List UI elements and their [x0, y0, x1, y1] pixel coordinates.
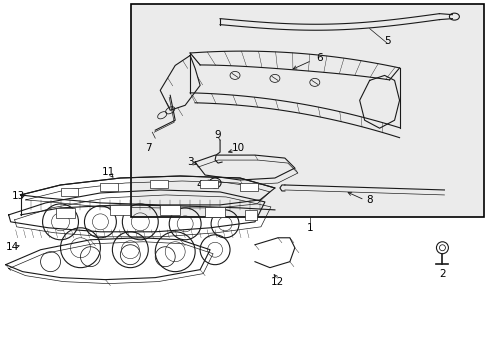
Text: 5: 5 [384, 36, 390, 46]
Text: 6: 6 [316, 54, 323, 63]
Text: 11: 11 [102, 167, 115, 177]
Bar [160, 205, 180, 215]
Text: 14: 14 [6, 242, 19, 252]
Bar [110, 205, 130, 215]
Bar [200, 180, 218, 188]
Text: 13: 13 [12, 191, 25, 201]
Bar [100, 183, 118, 191]
Bar [240, 183, 258, 191]
Bar [56, 208, 75, 218]
Text: 12: 12 [271, 276, 284, 287]
Bar [131, 4, 483, 217]
Text: 10: 10 [231, 143, 244, 153]
Text: 1: 1 [306, 223, 312, 233]
Text: 8: 8 [366, 195, 372, 205]
Text: 9: 9 [214, 130, 221, 140]
Bar [204, 207, 224, 217]
Bar [61, 188, 78, 196]
Text: 7: 7 [144, 143, 151, 153]
Text: 4: 4 [196, 180, 203, 190]
Text: 3: 3 [186, 157, 193, 167]
Bar [244, 210, 256, 220]
Text: 2: 2 [438, 269, 445, 279]
Bar [150, 180, 168, 188]
